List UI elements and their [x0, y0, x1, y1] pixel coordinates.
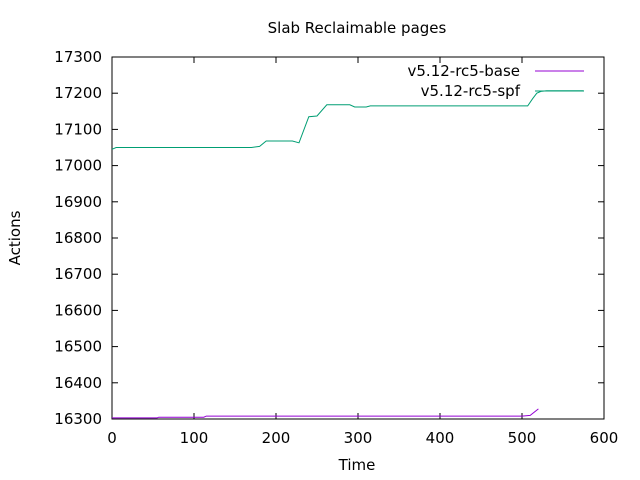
y-tick-labels: 16300 16400 16500 16600 16700 16800 16900 17000…: [54, 48, 102, 428]
y-tick-label: 17100: [54, 120, 102, 138]
y-tick-label: 17300: [54, 48, 102, 66]
series-line-spf: [111, 90, 584, 150]
x-tick-label: 200: [262, 429, 291, 447]
axis-ticks: [111, 56, 605, 420]
x-tick-label: 0: [107, 429, 117, 447]
x-axis-label: Time: [338, 456, 376, 474]
x-tick-label: 600: [590, 429, 619, 447]
series-lines: [111, 90, 584, 419]
legend: v5.12-rc5-base v5.12-rc5-spf: [408, 62, 584, 100]
y-tick-label: 16500: [54, 338, 102, 356]
y-tick-label: 16800: [54, 229, 102, 247]
legend-label-spf: v5.12-rc5-spf: [421, 82, 521, 100]
chart-title: Slab Reclaimable pages: [268, 19, 447, 37]
x-tick-label: 400: [426, 429, 455, 447]
y-tick-label: 16400: [54, 374, 102, 392]
x-tick-labels: 0 100 200 300 400 500 600: [107, 429, 618, 447]
y-tick-label: 16700: [54, 265, 102, 283]
series-line-base: [112, 408, 539, 419]
x-tick-label: 100: [180, 429, 209, 447]
y-tick-label: 16300: [54, 410, 102, 428]
y-tick-label: 16600: [54, 301, 102, 319]
y-axis-label: Actions: [6, 210, 24, 265]
plot-frame: [111, 56, 605, 420]
x-tick-label: 500: [508, 429, 537, 447]
x-tick-label: 300: [344, 429, 373, 447]
y-tick-label: 17000: [54, 157, 102, 175]
y-tick-label: 16900: [54, 193, 102, 211]
y-tick-label: 17200: [54, 84, 102, 102]
legend-label-base: v5.12-rc5-base: [408, 62, 521, 80]
